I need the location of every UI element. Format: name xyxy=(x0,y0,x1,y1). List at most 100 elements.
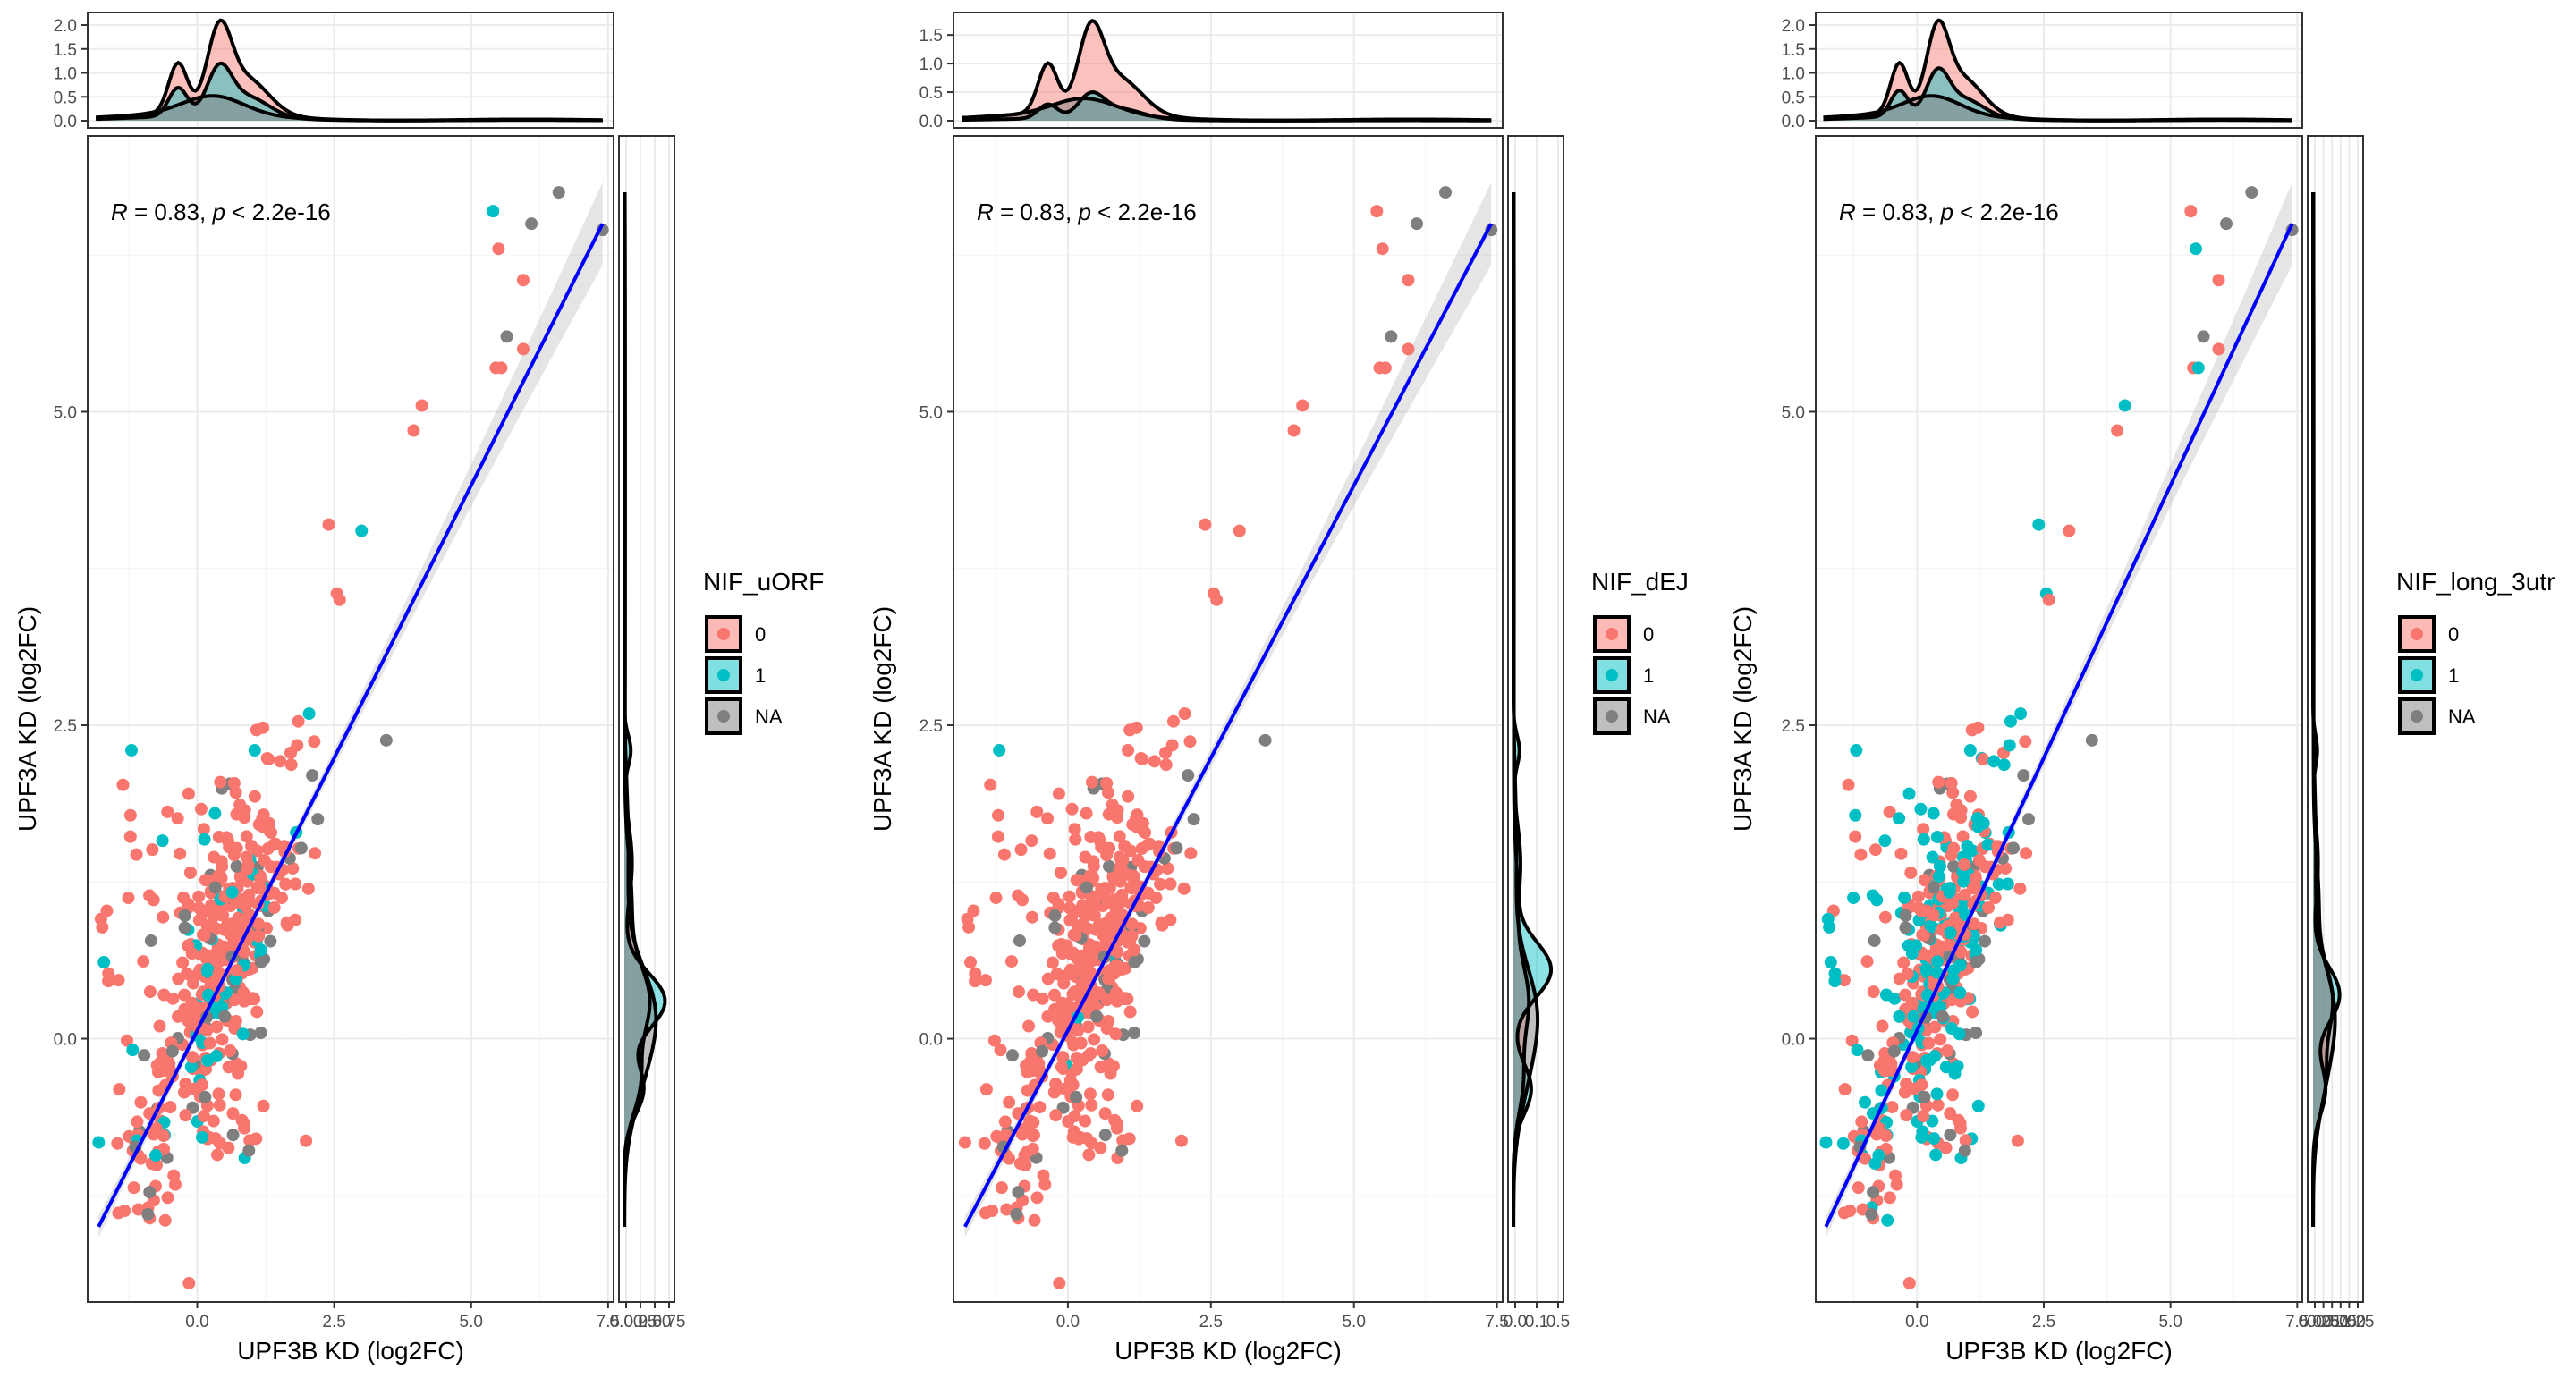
legend-label: 0 xyxy=(1643,623,1654,646)
data-point xyxy=(156,1064,169,1078)
legend-label: 0 xyxy=(755,623,766,646)
data-point xyxy=(143,985,157,999)
data-point xyxy=(1115,888,1129,901)
legend-point xyxy=(717,710,730,723)
data-point xyxy=(291,739,304,752)
legend-label: 1 xyxy=(2448,664,2459,687)
legend: NIF_long_3utr 0 1 NA xyxy=(2396,568,2555,735)
data-point xyxy=(2032,518,2046,531)
y-tick-label: 0.0 xyxy=(919,1031,943,1050)
data-point xyxy=(237,986,250,1000)
data-point xyxy=(964,956,978,969)
data-point xyxy=(1900,1109,1913,1122)
x-tick-label: 7.5 xyxy=(1485,1313,1508,1332)
data-point xyxy=(1888,992,1902,1005)
data-point xyxy=(123,808,137,822)
data-point xyxy=(1088,1033,1101,1046)
data-point xyxy=(1148,755,1161,768)
data-point xyxy=(2003,739,2016,752)
right-density-tick-label: 0.1 xyxy=(1525,1313,1548,1332)
data-point xyxy=(1170,841,1183,855)
data-point xyxy=(1961,840,1974,853)
data-point xyxy=(1057,1010,1071,1023)
data-point xyxy=(1849,808,1862,822)
data-point xyxy=(986,1205,999,1218)
data-point xyxy=(1970,1026,1983,1039)
data-point xyxy=(1402,342,1415,356)
data-point xyxy=(1988,892,2002,905)
data-point xyxy=(984,778,997,791)
data-point xyxy=(1893,1010,1906,1023)
data-point xyxy=(1922,1036,1936,1050)
data-point xyxy=(177,891,191,904)
data-point xyxy=(1048,921,1062,934)
data-point xyxy=(1287,424,1301,437)
data-point xyxy=(1066,1078,1080,1092)
panel-2: 0.0 2.5 5.0 7.50.02.55.0R = 0.83, p < 2.2e-… xyxy=(869,12,1689,1365)
top-marginal-density: 0.0 0.5 1.0 1.5 xyxy=(919,12,1504,131)
data-point xyxy=(229,896,242,909)
data-point xyxy=(1963,790,1977,803)
data-point xyxy=(978,1137,991,1150)
panel-border xyxy=(87,135,614,1303)
data-point xyxy=(1025,910,1038,924)
data-point xyxy=(1033,1101,1046,1114)
x-tick-label: 2.5 xyxy=(2032,1313,2055,1332)
data-point xyxy=(2190,242,2202,256)
data-point xyxy=(1943,885,1956,899)
data-point xyxy=(1930,1087,1944,1101)
annotation-part: < 2.2e-16 xyxy=(1953,199,2059,225)
data-point xyxy=(1025,834,1038,848)
right-density-group-na xyxy=(1513,192,1538,1227)
data-point xyxy=(1070,874,1083,887)
data-point xyxy=(1887,1044,1901,1058)
top-density-tick-label: 1.0 xyxy=(54,65,77,84)
data-point xyxy=(179,1109,192,1122)
data-point xyxy=(1233,524,1246,537)
data-point xyxy=(2019,735,2032,748)
data-point xyxy=(146,843,159,857)
data-point xyxy=(152,1084,165,1097)
data-point xyxy=(1106,798,1119,811)
data-point xyxy=(1977,753,1990,766)
data-point xyxy=(153,1019,166,1033)
data-point xyxy=(1852,1181,1865,1195)
data-point xyxy=(1258,733,1272,747)
data-point xyxy=(227,776,241,790)
data-point xyxy=(186,1051,199,1064)
data-point xyxy=(235,917,249,931)
data-point xyxy=(196,928,209,942)
x-tick-label: 5.0 xyxy=(1342,1313,1365,1332)
data-point xyxy=(994,1044,1007,1057)
data-point xyxy=(222,1061,235,1074)
data-point xyxy=(1005,1049,1019,1062)
data-point xyxy=(1851,1044,1864,1057)
data-point xyxy=(123,830,137,843)
data-point xyxy=(1068,823,1081,836)
legend-point xyxy=(717,628,730,640)
data-point xyxy=(1402,274,1415,287)
data-point xyxy=(1103,964,1116,977)
right-density-tick-label: 0.25 xyxy=(2307,1313,2340,1332)
data-point xyxy=(1917,1110,1930,1123)
data-point xyxy=(1125,917,1139,931)
data-point xyxy=(991,830,1004,843)
panel-3: 0.0 2.5 5.0 7.5 0.0 2.5 5.0 R = 0.83, p < 2.2e-… xyxy=(1729,12,2555,1365)
data-point xyxy=(552,186,565,199)
data-point xyxy=(308,735,321,748)
data-point xyxy=(207,1114,220,1128)
legend-point xyxy=(2411,669,2423,681)
top-marginal-density: 0.0 0.5 1.0 1.5 2.0 xyxy=(1782,12,2303,131)
data-point xyxy=(1981,838,1995,851)
data-point xyxy=(1037,1169,1050,1182)
data-point xyxy=(1370,205,1384,218)
data-point xyxy=(102,975,115,988)
y-axis-title: UPF3A KD (log2FC) xyxy=(869,606,896,832)
data-point xyxy=(1859,1095,1872,1109)
data-point xyxy=(1855,1115,1868,1129)
data-point xyxy=(171,1010,184,1023)
data-point xyxy=(415,399,428,412)
data-point xyxy=(1946,807,1960,821)
data-point xyxy=(242,888,256,901)
